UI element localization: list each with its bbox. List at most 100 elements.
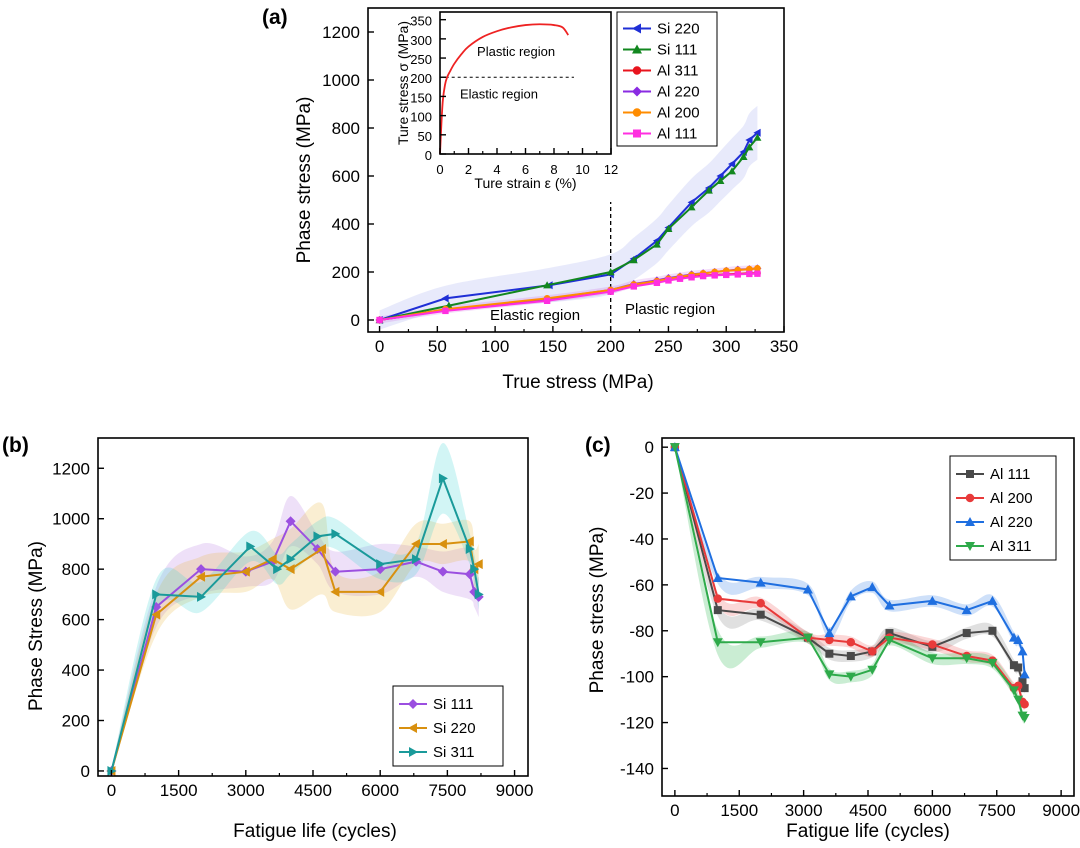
data-point-c-al311 — [1020, 714, 1030, 723]
y-tick-label-c: -80 — [629, 622, 654, 641]
legend-c: Al 111Al 200Al 220Al 311 — [950, 456, 1056, 560]
legend-label-c: Al 220 — [990, 514, 1033, 531]
elastic-region-label-a: Elastic region — [490, 307, 580, 324]
data-point-a-al111 — [631, 283, 637, 289]
y-tick-label-inset: 350 — [410, 14, 432, 29]
x-tick-label-b: 1500 — [160, 781, 198, 800]
inset-y-axis-label: Ture stress σ (MPa) — [395, 21, 411, 145]
data-point-c-al200 — [756, 599, 765, 608]
x-tick-label-a: 0 — [375, 337, 384, 356]
x-tick-label-c: 3000 — [785, 801, 823, 820]
y-axis-label-b: Phase Stress (MPa) — [26, 541, 47, 711]
legend-label-a: Al 311 — [657, 63, 698, 80]
y-tick-label-b: 200 — [62, 712, 90, 731]
data-point-c-al200 — [928, 640, 937, 649]
data-point-c-al111 — [988, 627, 996, 635]
x-tick-label-a: 200 — [596, 337, 624, 356]
data-point-c-al111 — [963, 629, 971, 637]
data-point-c-al111 — [825, 650, 833, 658]
y-tick-label-a: 400 — [332, 215, 360, 234]
data-point-c-al220 — [1018, 646, 1028, 655]
x-tick-label-a: 250 — [654, 337, 682, 356]
x-axis-label-a: True stress (MPa) — [502, 372, 653, 393]
x-tick-label-inset: 2 — [465, 162, 472, 177]
data-point-c-al200 — [714, 594, 723, 603]
x-tick-label-a: 150 — [539, 337, 567, 356]
x-tick-label-a: 350 — [770, 337, 798, 356]
data-point-c-al111 — [757, 611, 765, 619]
y-tick-label-inset: 0 — [425, 148, 432, 163]
panel-b: (b) 0 1500 3000 4500 6000 7500 9000 0 200 400 600 8… — [2, 434, 533, 842]
panel-c-label: (c) — [585, 434, 611, 457]
legend-label-a: Al 200 — [657, 105, 700, 122]
legend-marker-c — [966, 470, 974, 478]
data-point-a-al111 — [665, 277, 671, 283]
data-point-a-al111 — [607, 288, 613, 294]
y-tick-label-c: -120 — [620, 714, 654, 733]
data-point-a-al111 — [688, 274, 694, 280]
legend-label-b: Si 311 — [433, 744, 474, 761]
y-tick-label-a: 0 — [351, 311, 360, 330]
x-tick-label-inset: 0 — [436, 162, 443, 177]
legend-label-b: Si 220 — [433, 720, 476, 737]
legend-marker-a — [633, 108, 642, 117]
x-tick-label-c: 1500 — [720, 801, 758, 820]
x-axis-label-c: Fatigue life (cycles) — [786, 821, 950, 842]
legend-label-c: Al 311 — [990, 538, 1031, 555]
data-point-a-al111 — [544, 298, 550, 304]
x-tick-label-c: 6000 — [913, 801, 951, 820]
x-tick-label-b: 3000 — [227, 781, 265, 800]
x-tick-label-c: 0 — [670, 801, 679, 820]
y-tick-label-a: 200 — [332, 263, 360, 282]
legend-label-b: Si 111 — [433, 696, 473, 713]
legend-b: Si 111 Si 220 Si 311 — [393, 686, 503, 766]
y-tick-label-inset: 300 — [410, 33, 432, 48]
data-point-a-al111 — [723, 272, 729, 278]
y-tick-label-c: -60 — [629, 576, 654, 595]
y-tick-label-inset: 200 — [410, 71, 432, 86]
y-tick-label-c: -20 — [629, 484, 654, 503]
data-point-c-al111 — [714, 606, 722, 614]
panel-b-label: (b) — [2, 434, 29, 457]
y-tick-label-c: -40 — [629, 530, 654, 549]
x-tick-label-c: 7500 — [978, 801, 1016, 820]
data-point-a-al111 — [700, 273, 706, 279]
y-tick-label-a: 1000 — [322, 71, 360, 90]
x-tick-label-c: 9000 — [1042, 801, 1080, 820]
y-tick-label-c: -100 — [620, 668, 654, 687]
x-axis-label-b: Fatigue life (cycles) — [233, 821, 397, 842]
y-tick-label-c: 0 — [645, 438, 654, 457]
y-tick-label-c: -140 — [620, 759, 654, 778]
data-point-a-al111 — [442, 308, 448, 314]
x-tick-label-b: 0 — [107, 781, 116, 800]
y-tick-label-a: 800 — [332, 119, 360, 138]
data-point-a-al111 — [711, 272, 717, 278]
x-tick-label-a: 50 — [428, 337, 447, 356]
panel-c: (c) 0 1500 3000 4500 6000 7500 9000 0 -20 -40 -60 -… — [585, 434, 1080, 842]
data-point-a-al111 — [677, 276, 683, 282]
y-tick-label-inset: 150 — [410, 90, 432, 105]
inset-plastic-label: Plastic region — [477, 44, 555, 59]
y-tick-label-inset: 100 — [410, 110, 432, 125]
data-point-c-al111 — [1014, 663, 1022, 671]
legend-label-a: Al 111 — [657, 126, 697, 143]
data-point-c-al200 — [1020, 700, 1029, 709]
data-point-a-al111 — [654, 280, 660, 286]
data-point-a-al111 — [746, 271, 752, 277]
legend-label-c: Al 200 — [990, 490, 1033, 507]
legend-marker-c — [966, 494, 975, 503]
x-tick-label-b: 6000 — [361, 781, 399, 800]
x-tick-label-b: 7500 — [428, 781, 466, 800]
x-tick-label-c: 4500 — [849, 801, 887, 820]
x-tick-label-b: 4500 — [294, 781, 332, 800]
y-tick-label-b: 600 — [62, 611, 90, 630]
inset-x-axis-label: Ture strain ε (%) — [474, 175, 576, 191]
y-tick-label-inset: 50 — [418, 129, 432, 144]
inset-background — [440, 12, 611, 154]
legend-a: Si 220Si 111Al 311Al 220Al 200Al 111 — [617, 12, 717, 146]
inset-elastic-label: Elastic region — [460, 86, 538, 101]
y-tick-label-a: 600 — [332, 167, 360, 186]
y-tick-label-b: 1000 — [52, 510, 90, 529]
y-tick-label-b: 400 — [62, 661, 90, 680]
data-point-c-al200 — [868, 647, 877, 656]
